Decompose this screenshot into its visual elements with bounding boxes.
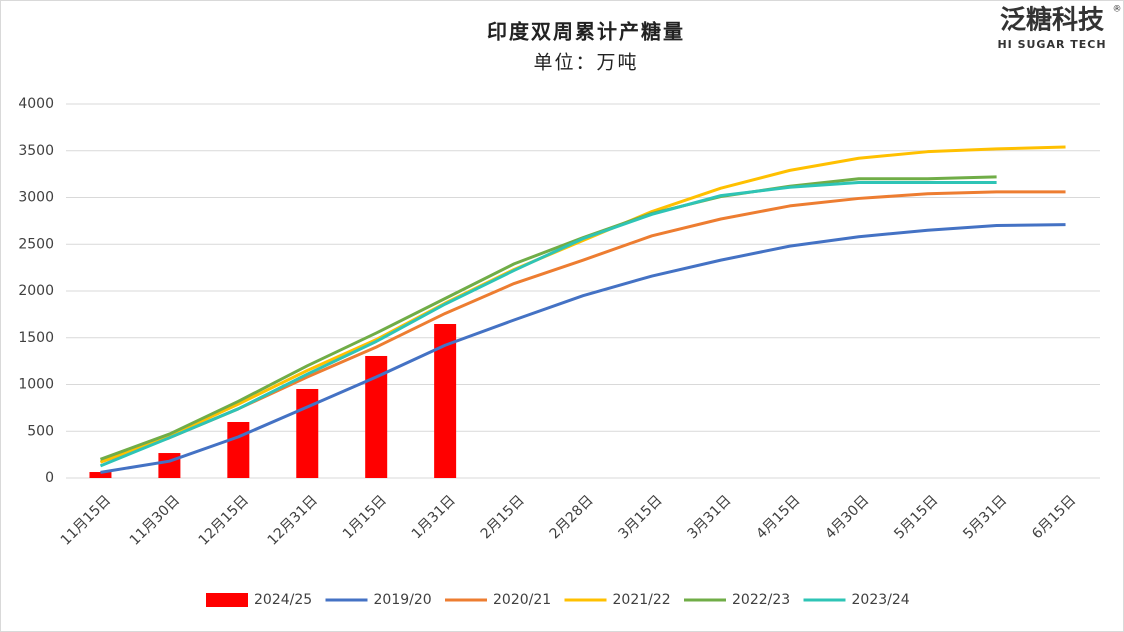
bar xyxy=(227,421,250,478)
logo-name: 泛糖科技 xyxy=(1000,5,1104,36)
y-tick-label: 2000 xyxy=(18,283,54,299)
legend-label: 2019/20 xyxy=(374,592,432,608)
y-tick-label: 2500 xyxy=(18,236,54,252)
bar xyxy=(296,388,319,478)
legend-label: 2024/25 xyxy=(254,592,312,608)
chart-title: 印度双周累计产糖量 xyxy=(487,20,685,44)
y-tick-label: 3500 xyxy=(18,143,54,159)
legend-label: 2021/22 xyxy=(613,592,671,608)
bar xyxy=(365,355,388,478)
y-tick-label: 3000 xyxy=(18,190,54,206)
bar xyxy=(434,324,457,478)
line xyxy=(99,181,997,468)
legend-label: 2020/21 xyxy=(493,592,551,608)
logo-english: HI SUGAR TECH xyxy=(997,38,1106,51)
y-tick-label: 0 xyxy=(45,470,54,486)
y-tick-label: 4000 xyxy=(18,96,54,112)
bar xyxy=(89,472,112,478)
line xyxy=(99,175,997,461)
legend-label: 2022/23 xyxy=(732,592,790,608)
line xyxy=(99,145,1066,464)
line xyxy=(100,223,1066,474)
chart-subtitle: 单位：万吨 xyxy=(533,52,638,74)
legend-swatch xyxy=(206,593,248,607)
legend-label: 2023/24 xyxy=(852,592,910,608)
logo-mark: ® xyxy=(1113,5,1122,15)
y-tick-label: 1500 xyxy=(18,330,54,346)
bar xyxy=(158,453,181,478)
y-tick-label: 500 xyxy=(27,423,54,439)
y-tick-label: 1000 xyxy=(18,377,54,393)
